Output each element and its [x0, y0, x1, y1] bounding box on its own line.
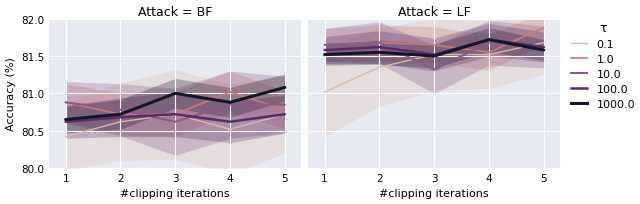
- X-axis label: #clipping iterations: #clipping iterations: [120, 188, 230, 198]
- Y-axis label: Accuracy (%): Accuracy (%): [6, 57, 15, 131]
- Legend: 0.1, 1.0, 10.0, 100.0, 1000.0: 0.1, 1.0, 10.0, 100.0, 1000.0: [571, 22, 635, 110]
- X-axis label: #clipping iterations: #clipping iterations: [380, 188, 489, 198]
- Title: Attack = BF: Attack = BF: [138, 6, 212, 19]
- Title: Attack = LF: Attack = LF: [398, 6, 470, 19]
